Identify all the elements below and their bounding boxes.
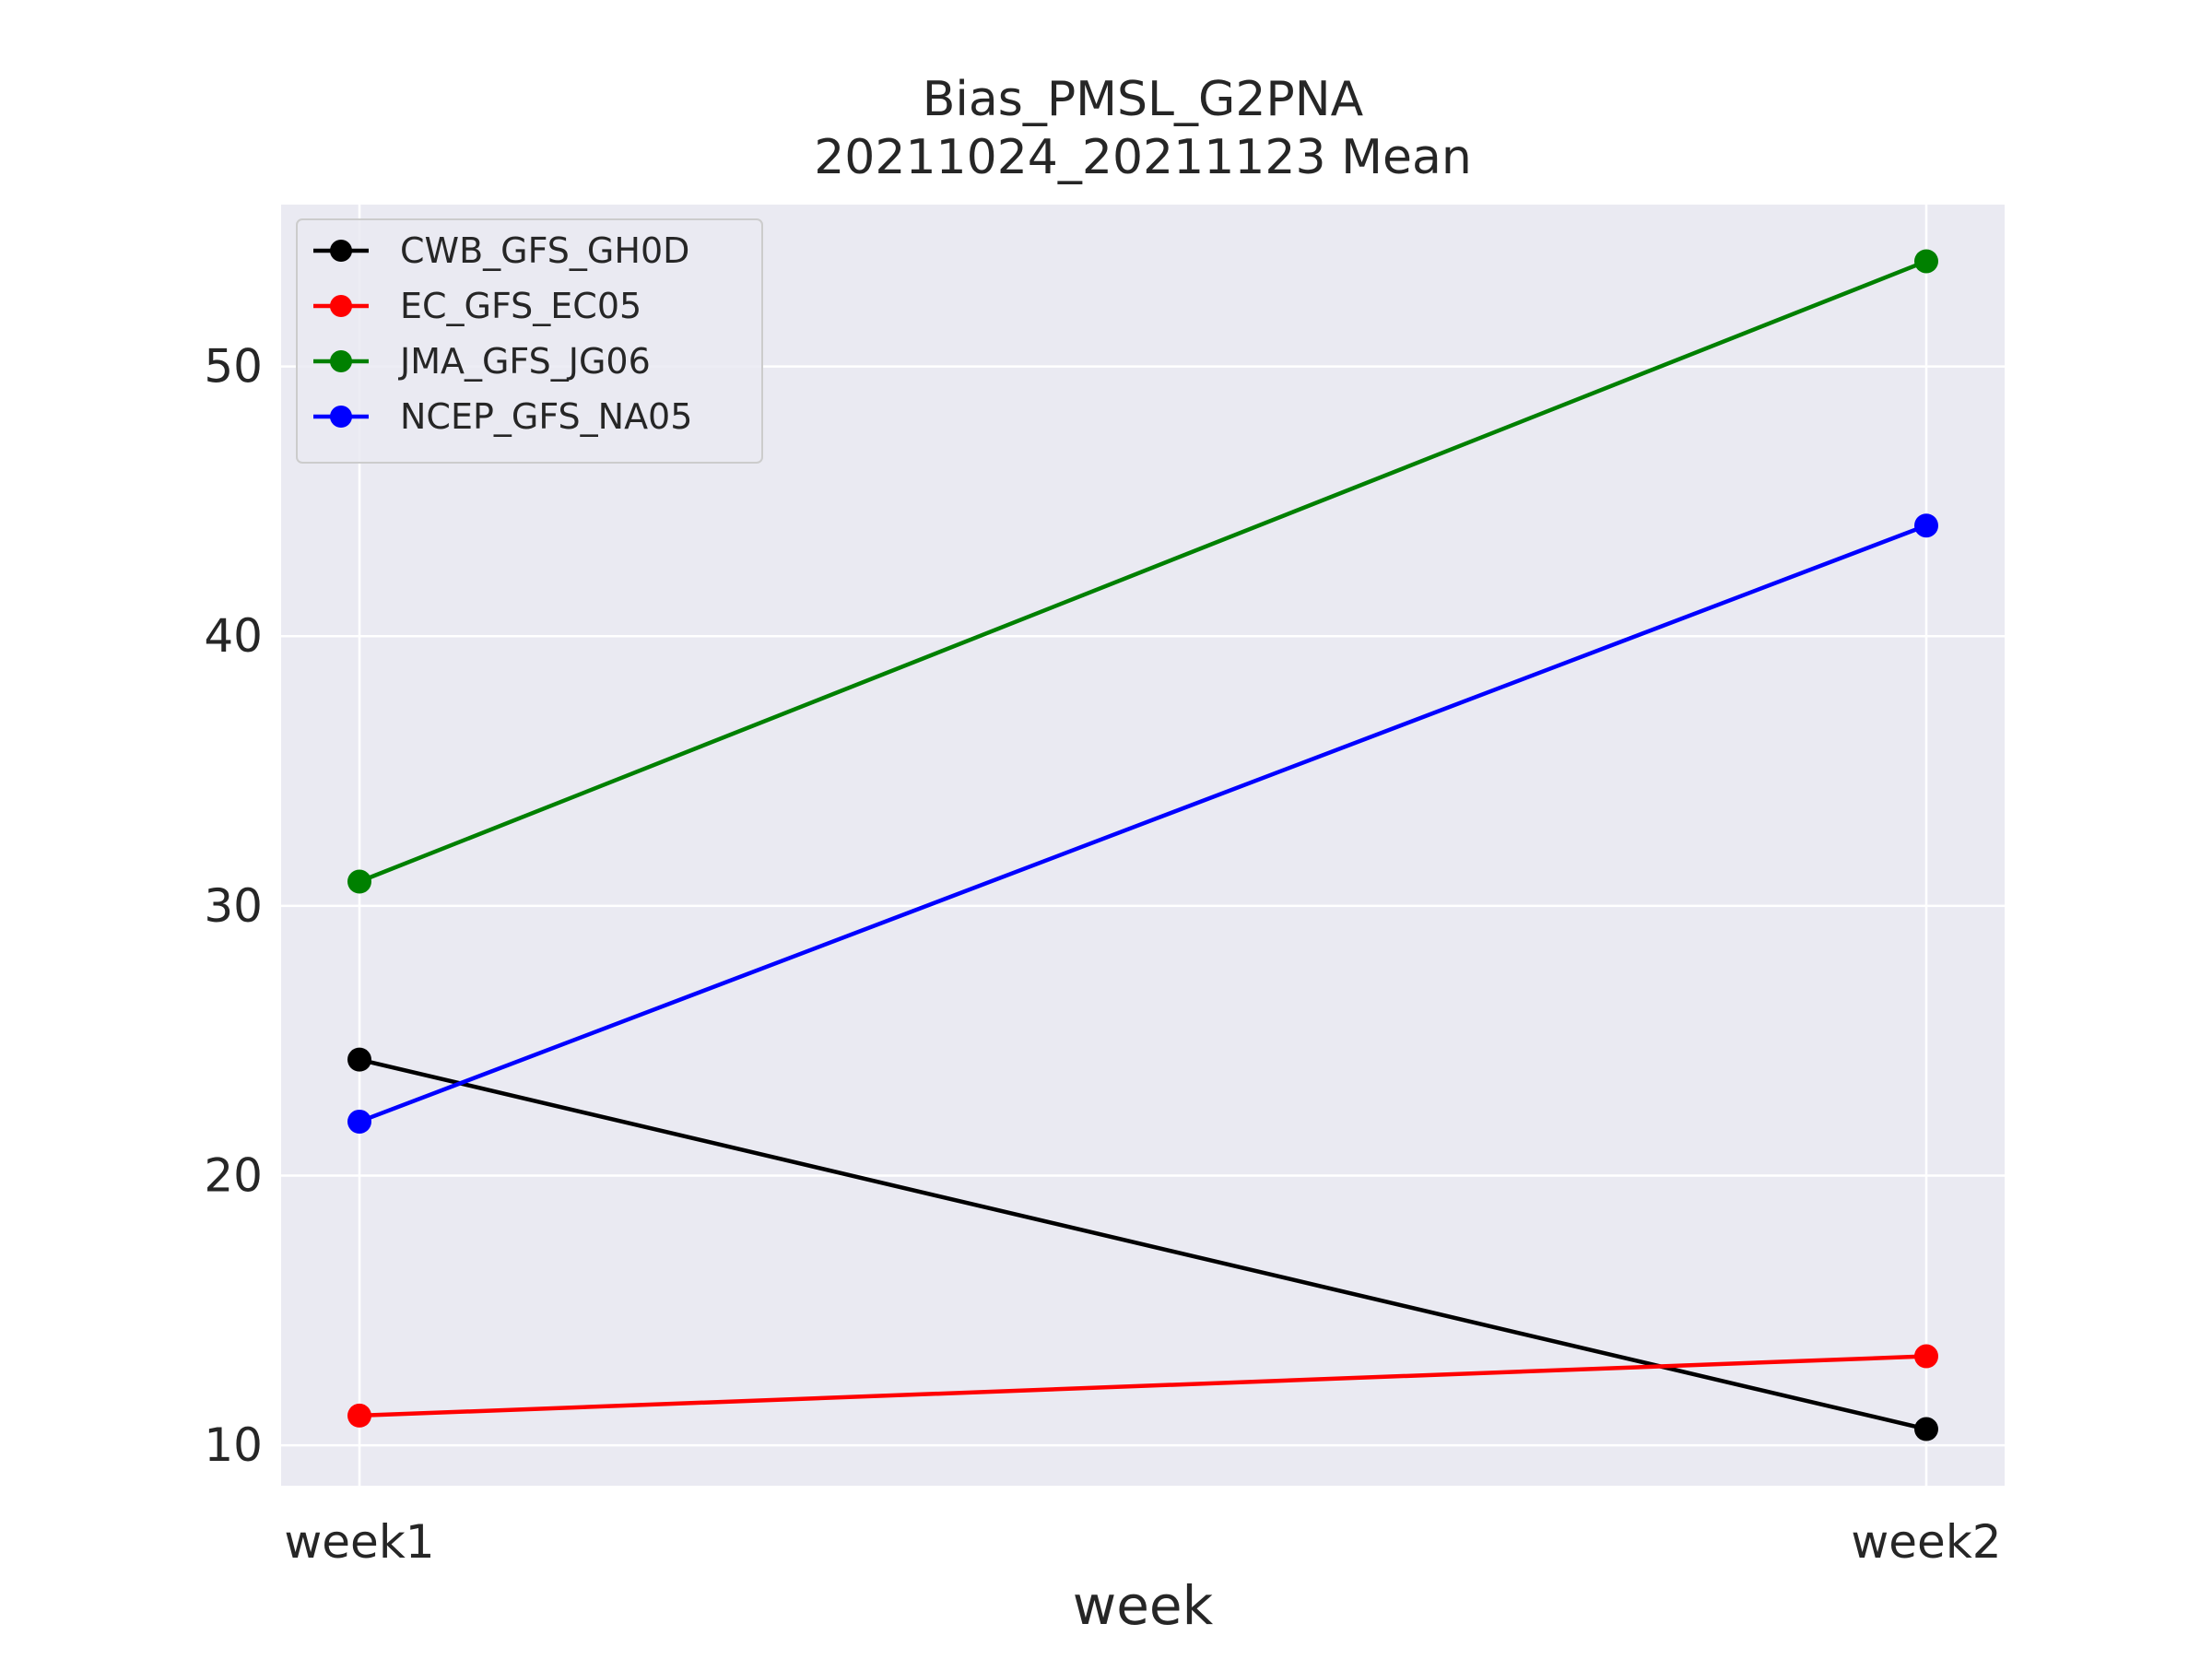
legend-swatch-marker bbox=[330, 240, 352, 262]
series-3 bbox=[347, 513, 1938, 1134]
legend-frame bbox=[296, 218, 763, 464]
series-1 bbox=[347, 1344, 1938, 1428]
chart-subtitle: 20211024_20211123 Mean bbox=[814, 130, 1472, 185]
data-point bbox=[347, 869, 371, 894]
legend-label: NCEP_GFS_NA05 bbox=[400, 396, 692, 437]
grid-lines bbox=[281, 205, 2005, 1486]
y-tick-label: 40 bbox=[204, 609, 263, 663]
legend-swatch-marker bbox=[330, 406, 352, 428]
x-axis-label: week bbox=[1073, 1574, 1214, 1637]
data-point bbox=[347, 1403, 371, 1428]
data-point bbox=[1914, 1344, 1938, 1369]
legend-swatch-marker bbox=[330, 350, 352, 372]
series-line bbox=[359, 259, 1927, 884]
data-point bbox=[1914, 249, 1938, 274]
legend-item: NCEP_GFS_NA05 bbox=[313, 396, 692, 437]
y-tick-label: 20 bbox=[204, 1148, 263, 1202]
data-point bbox=[347, 1109, 371, 1134]
x-tick-label: week1 bbox=[284, 1515, 434, 1569]
y-tick-label: 30 bbox=[204, 879, 263, 933]
legend-label: JMA_GFS_JG06 bbox=[398, 341, 651, 382]
series-line bbox=[359, 524, 1927, 1124]
y-tick-label: 50 bbox=[204, 340, 263, 394]
series-line bbox=[359, 1354, 1927, 1418]
series-group bbox=[347, 249, 1938, 1441]
legend-item: EC_GFS_EC05 bbox=[313, 286, 641, 326]
chart-title: Bias_PMSL_G2PNA bbox=[923, 72, 1364, 127]
series-2 bbox=[347, 249, 1938, 894]
legend-swatch-marker bbox=[330, 295, 352, 317]
y-tick-label: 10 bbox=[204, 1418, 263, 1472]
data-point bbox=[1914, 1417, 1938, 1441]
legend-item: CWB_GFS_GH0D bbox=[313, 230, 689, 271]
legend-label: EC_GFS_EC05 bbox=[400, 286, 641, 326]
legend-label: CWB_GFS_GH0D bbox=[400, 230, 689, 271]
data-point bbox=[347, 1047, 371, 1072]
legend: CWB_GFS_GH0D EC_GFS_EC05 JMA_GFS_JG06 NCEP_… bbox=[296, 218, 763, 464]
data-point bbox=[1914, 513, 1938, 538]
x-tick-label: week2 bbox=[1851, 1515, 2001, 1569]
tick-labels: 10 20 30 40 50 week1 week2 bbox=[204, 340, 2001, 1569]
legend-item: JMA_GFS_JG06 bbox=[313, 341, 651, 382]
